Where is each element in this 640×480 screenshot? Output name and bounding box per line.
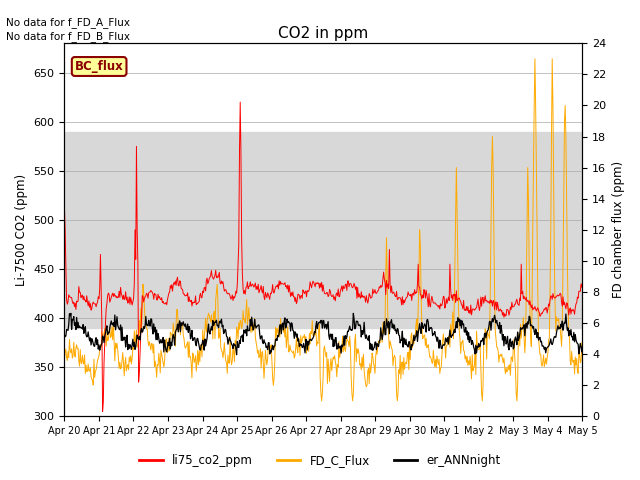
Y-axis label: FD chamber flux (ppm): FD chamber flux (ppm) [612,161,625,299]
Title: CO2 in ppm: CO2 in ppm [278,25,369,41]
Legend: li75_co2_ppm, FD_C_Flux, er_ANNnight: li75_co2_ppm, FD_C_Flux, er_ANNnight [134,449,506,472]
Bar [65,132,582,328]
Text: No data for f_FD_B_Flux: No data for f_FD_B_Flux [6,31,131,42]
Text: No data for f_FD_A_Flux: No data for f_FD_A_Flux [6,17,131,28]
Y-axis label: Li-7500 CO2 (ppm): Li-7500 CO2 (ppm) [15,174,28,286]
Text: BC_flux: BC_flux [75,60,124,73]
